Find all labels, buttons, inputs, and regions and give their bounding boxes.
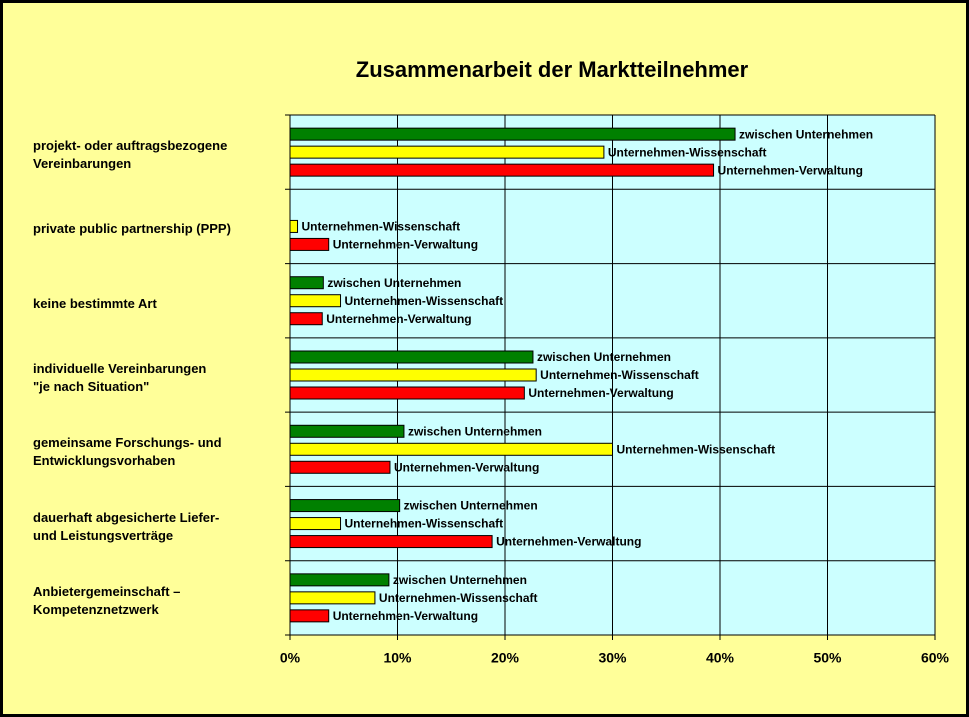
y-tick-label: Anbietergemeinschaft – Kompetenznetzwerk [33,583,181,617]
data-label: zwischen Unternehmen [393,573,527,587]
data-label: zwischen Unternehmen [537,350,671,364]
x-tick-label: 40% [706,650,735,666]
data-label: Unternehmen-Wissenschaft [617,442,776,456]
data-label: Unternehmen-Verwaltung [326,312,471,326]
data-label: zwischen Unternehmen [327,276,461,290]
data-label: Unternehmen-Wissenschaft [379,591,538,605]
data-label: Unternehmen-Wissenschaft [302,220,461,234]
bar [289,163,715,177]
data-label: zwischen Unternehmen [739,127,873,141]
x-tick-label: 30% [598,650,627,666]
bar [289,591,376,605]
data-label: Unternehmen-Wissenschaft [345,294,504,308]
chart-title: Zusammenarbeit der Marktteilnehmer [356,57,749,82]
bar [289,499,401,513]
bar [289,460,391,474]
bar [289,573,390,587]
x-tick-label: 60% [921,650,950,666]
bar [289,350,534,364]
bar [289,368,537,382]
y-tick-label: private public partnership (PPP) [33,221,231,237]
bar [289,312,323,326]
data-label: Unternehmen-Verwaltung [496,535,641,549]
y-tick-label: keine bestimmte Art [33,295,157,311]
data-label: Unternehmen-Wissenschaft [540,368,699,382]
data-label: Unternehmen-Verwaltung [528,386,673,400]
chart: Zusammenarbeit der Marktteilnehmer 0% 10%… [280,57,950,666]
bar [289,276,324,290]
x-tick-label: 0% [280,650,301,666]
y-tick-label: dauerhaft abgesicherte Liefer- und Leist… [33,509,220,543]
bar [289,386,525,400]
y-tick-label: projekt- oder auftragsbezogene Vereinbar… [33,138,228,172]
bar [289,219,299,233]
bar [289,535,493,549]
x-tick-label: 50% [813,650,842,666]
data-label: Unternehmen-Wissenschaft [608,145,767,159]
data-label: Unternehmen-Verwaltung [394,460,539,474]
data-label: Unternehmen-Verwaltung [333,609,478,623]
y-tick-label: gemeinsame Forschungs- und Entwicklungsv… [33,435,222,469]
bar [289,294,342,308]
data-label: Unternehmen-Verwaltung [718,163,863,177]
data-label: Unternehmen-Wissenschaft [345,517,504,531]
data-label: zwischen Unternehmen [404,499,538,513]
bar [289,609,330,623]
y-tick-label: individuelle Vereinbarungen "je nach Sit… [33,361,207,394]
data-label: Unternehmen-Verwaltung [333,238,478,252]
x-tick-label: 20% [491,650,520,666]
data-label: zwischen Unternehmen [408,424,542,438]
bar [289,442,613,456]
bar [289,424,405,438]
bar [289,517,342,531]
bar [289,127,736,141]
bar [289,237,330,251]
x-tick-label: 10% [383,650,412,666]
bar [289,145,605,159]
